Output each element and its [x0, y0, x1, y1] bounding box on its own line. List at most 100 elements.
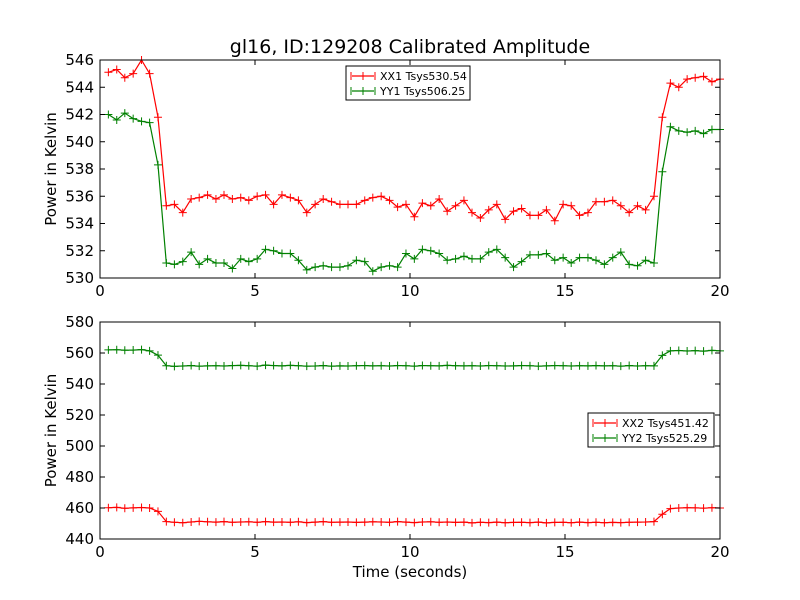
data-point	[220, 190, 228, 199]
data-point	[211, 194, 220, 203]
data-point	[244, 196, 253, 205]
data-point	[699, 129, 708, 138]
data-point	[600, 518, 609, 527]
data-point	[220, 517, 228, 526]
legend-marker	[350, 87, 376, 95]
data-point	[459, 361, 468, 370]
data-point	[195, 260, 204, 269]
data-point	[583, 253, 592, 262]
data-point	[335, 518, 344, 527]
data-point	[203, 361, 212, 370]
data-point	[178, 362, 187, 371]
data-point	[112, 115, 121, 124]
legend-marker	[350, 72, 376, 80]
data-point	[327, 518, 336, 527]
data-point	[377, 361, 386, 370]
data-point	[352, 200, 361, 209]
data-point	[592, 197, 600, 206]
data-point	[468, 518, 476, 527]
data-point	[311, 518, 320, 527]
data-point	[542, 361, 551, 370]
data-point	[583, 361, 592, 370]
data-point	[203, 254, 212, 263]
data-point	[435, 249, 444, 258]
data-point	[666, 504, 675, 513]
data-point	[286, 249, 295, 258]
data-point	[112, 503, 121, 512]
data-point	[426, 246, 435, 255]
data-point	[633, 201, 642, 210]
data-point	[228, 518, 237, 527]
data-point	[534, 250, 543, 259]
data-point	[559, 518, 568, 527]
data-point	[335, 263, 344, 272]
x-tick-label: 0	[95, 543, 105, 561]
data-point	[170, 518, 179, 527]
data-point	[707, 503, 716, 512]
x-tick-label: 5	[250, 282, 260, 300]
data-point	[691, 126, 700, 135]
data-point	[658, 510, 667, 519]
data-point	[269, 518, 278, 527]
data-point	[608, 518, 617, 527]
data-point	[253, 192, 262, 201]
data-point	[616, 518, 625, 527]
data-point	[608, 361, 617, 370]
data-point	[377, 192, 386, 201]
data-point	[302, 518, 311, 527]
data-point	[484, 205, 493, 214]
data-point	[178, 518, 187, 527]
data-point	[550, 256, 559, 265]
data-point	[592, 518, 600, 527]
series-line-2	[108, 112, 720, 272]
data-point	[542, 205, 551, 214]
y-tick-label: 542	[65, 106, 94, 124]
data-point	[244, 517, 253, 526]
y-tick-label: 530	[65, 269, 94, 287]
data-point	[129, 69, 138, 78]
data-point	[377, 263, 386, 272]
data-point	[178, 208, 187, 217]
data-point	[203, 190, 212, 199]
data-point	[153, 507, 162, 516]
data-point	[559, 361, 568, 370]
data-point	[691, 346, 700, 355]
y-axis-label: Power in Kelvin	[42, 112, 60, 226]
data-point	[104, 503, 113, 512]
data-point	[137, 503, 146, 512]
data-point	[649, 192, 658, 201]
data-point	[236, 193, 245, 202]
data-point	[137, 345, 146, 354]
data-point	[129, 114, 138, 123]
data-point	[633, 518, 642, 527]
data-point	[451, 518, 460, 527]
data-point	[567, 201, 576, 210]
data-point	[492, 200, 501, 209]
data-point	[319, 517, 328, 526]
data-point	[468, 208, 476, 217]
data-point	[302, 362, 311, 371]
data-point	[501, 253, 510, 262]
data-point	[683, 346, 692, 355]
data-point	[575, 253, 584, 262]
data-point	[451, 254, 460, 263]
data-point	[137, 117, 146, 126]
data-point	[641, 361, 650, 370]
data-point	[195, 193, 204, 202]
data-point	[583, 518, 592, 527]
data-point	[393, 263, 402, 272]
data-point	[344, 200, 352, 209]
data-point	[335, 200, 344, 209]
data-point	[583, 208, 592, 217]
chart-title: gl16, ID:129208 Calibrated Amplitude	[230, 36, 590, 58]
data-point	[658, 113, 667, 122]
data-point	[699, 347, 708, 356]
data-point	[211, 518, 220, 527]
data-point	[377, 517, 386, 526]
data-point	[592, 361, 600, 370]
legend: XX2 Tsys451.42 YY2 Tsys525.29	[587, 412, 715, 448]
data-point	[145, 504, 154, 512]
y-tick-label: 560	[65, 344, 94, 362]
data-point	[641, 517, 650, 526]
data-point	[443, 517, 452, 526]
